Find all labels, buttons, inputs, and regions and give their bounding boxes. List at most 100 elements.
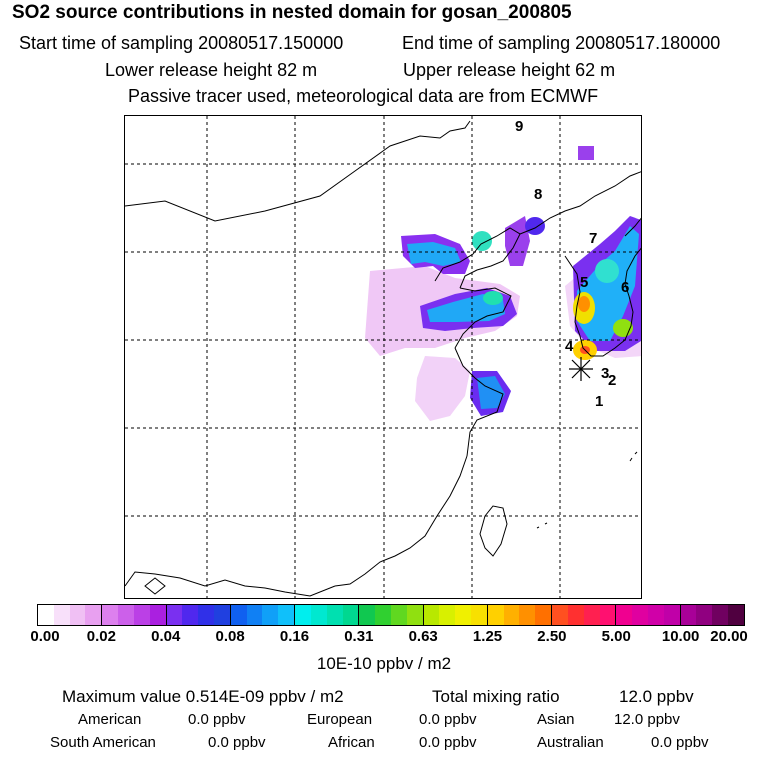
colorbar-swatch xyxy=(503,605,520,625)
colorbar-swatch xyxy=(663,605,680,625)
colorbar-tick-label: 0.02 xyxy=(86,628,116,645)
european-value: 0.0 ppbv xyxy=(419,711,477,728)
colorbar-swatch xyxy=(213,605,230,625)
colorbar-swatch xyxy=(455,605,472,625)
colorbar-swatch xyxy=(583,605,600,625)
colorbar-segment xyxy=(359,605,424,625)
colorbar-swatch xyxy=(712,605,729,625)
coastline-layer xyxy=(125,120,641,597)
colorbar-swatch xyxy=(632,605,649,625)
african-value: 0.0 ppbv xyxy=(419,734,477,751)
total-mixing-label: Total mixing ratio xyxy=(432,687,560,706)
border-mongolia xyxy=(125,120,471,222)
colorbar-segment xyxy=(680,605,744,625)
lat-lon-grid xyxy=(125,116,641,598)
colorbar-swatch xyxy=(230,605,247,625)
colorbar-swatch xyxy=(728,605,744,625)
colorbar-swatch xyxy=(342,605,359,625)
colorbar-swatch xyxy=(359,605,376,625)
colorbar-tick-label: 20.00 xyxy=(710,628,748,645)
max-value: Maximum value 0.514E-09 ppbv / m2 xyxy=(62,687,344,706)
colorbar-swatch xyxy=(599,605,616,625)
plume-blue-shanghai xyxy=(477,376,505,409)
station-label-5: 5 xyxy=(580,274,589,291)
colorbar-tick-label: 2.50 xyxy=(537,628,567,645)
colorbar-tick-label: 1.25 xyxy=(472,628,503,645)
south-american-label: South American xyxy=(50,734,156,751)
plume-violet-dalian-spot xyxy=(525,217,545,235)
colorbar-swatch xyxy=(375,605,391,625)
coast-fujian xyxy=(334,455,468,587)
coast-shandong xyxy=(454,287,512,349)
asian-label: Asian xyxy=(537,711,575,728)
colorbar-swatch xyxy=(648,605,664,625)
colorbar-segment xyxy=(423,605,488,625)
chart-title: SO2 source contributions in nested domai… xyxy=(12,2,572,23)
australian-value: 0.0 ppbv xyxy=(651,734,709,751)
tracer-note: Passive tracer used, meteorological data… xyxy=(128,86,599,106)
station-label-4: 4 xyxy=(565,338,574,355)
plume-orange-seoul xyxy=(578,296,590,312)
colorbar-swatch xyxy=(69,605,86,625)
colorbar-tick-label: 0.31 xyxy=(344,628,374,645)
plume-violet-spot xyxy=(578,146,594,160)
colorbar-tick-label: 0.00 xyxy=(30,628,60,645)
colorbar-swatch xyxy=(149,605,166,625)
start-time: Start time of sampling 20080517.150000 xyxy=(19,33,344,53)
colorbar-tick-label: 0.08 xyxy=(215,628,245,645)
colorbar-segment xyxy=(295,605,360,625)
plume-cyan-hebei xyxy=(472,231,492,251)
colorbar-units: 10E-10 ppbv / m2 xyxy=(316,654,452,673)
station-label-7: 7 xyxy=(589,230,598,247)
map-svg xyxy=(125,116,641,598)
taiwan-island xyxy=(479,505,508,557)
colorbar-swatch xyxy=(133,605,150,625)
station-label-9: 9 xyxy=(515,118,524,135)
american-value: 0.0 ppbv xyxy=(188,711,246,728)
colorbar-segment xyxy=(102,605,167,625)
colorbar-swatch xyxy=(680,605,697,625)
colorbar-swatch xyxy=(182,605,199,625)
colorbar-segment xyxy=(616,605,681,625)
plume-halo-east-china xyxy=(415,356,470,421)
colorbar-tick-label: 0.04 xyxy=(151,628,181,645)
station-label-1: 1 xyxy=(595,393,604,410)
coast-japan xyxy=(624,217,641,237)
colorbar-swatch xyxy=(471,605,487,625)
colorbar-segment xyxy=(487,605,553,625)
colorbar-swatch xyxy=(406,605,423,625)
coast-korea xyxy=(564,247,641,357)
asterisk-icon xyxy=(569,357,593,381)
colorbar-swatch xyxy=(53,605,70,625)
map-panel: 1 2 3 4 5 6 7 8 9 xyxy=(124,115,642,599)
plume-cyan-shandong xyxy=(483,291,503,305)
european-label: European xyxy=(307,711,373,728)
colorbar-swatch xyxy=(118,605,134,625)
colorbar-swatch xyxy=(166,605,183,625)
colorbar-swatch xyxy=(198,605,214,625)
colorbar-swatch xyxy=(326,605,343,625)
lower-release-height: Lower release height 82 m xyxy=(105,60,318,80)
coast-bohai xyxy=(434,227,521,289)
colorbar-swatch xyxy=(535,605,552,625)
colorbar-segment xyxy=(230,605,296,625)
hainan-island xyxy=(144,577,166,595)
colorbar-swatch xyxy=(487,605,504,625)
end-time: End time of sampling 20080517.180000 xyxy=(402,33,721,53)
colorbar-swatch xyxy=(278,605,295,625)
plume-blue-hebei xyxy=(407,242,461,266)
colorbar-segment xyxy=(38,605,103,625)
station-label-8: 8 xyxy=(534,186,543,203)
upper-release-height: Upper release height 62 m xyxy=(403,60,616,80)
colorbar xyxy=(37,604,745,626)
colorbar-tick-label: 0.16 xyxy=(279,628,310,645)
american-label: American xyxy=(78,711,142,728)
colorbar-swatch xyxy=(262,605,279,625)
colorbar-swatch xyxy=(295,605,311,625)
colorbar-swatch xyxy=(439,605,456,625)
colorbar-swatch xyxy=(423,605,440,625)
colorbar-swatch xyxy=(246,605,263,625)
station-label-2: 2 xyxy=(608,372,617,389)
australian-label: Australian xyxy=(537,734,604,751)
station-label-3: 3 xyxy=(601,365,610,382)
